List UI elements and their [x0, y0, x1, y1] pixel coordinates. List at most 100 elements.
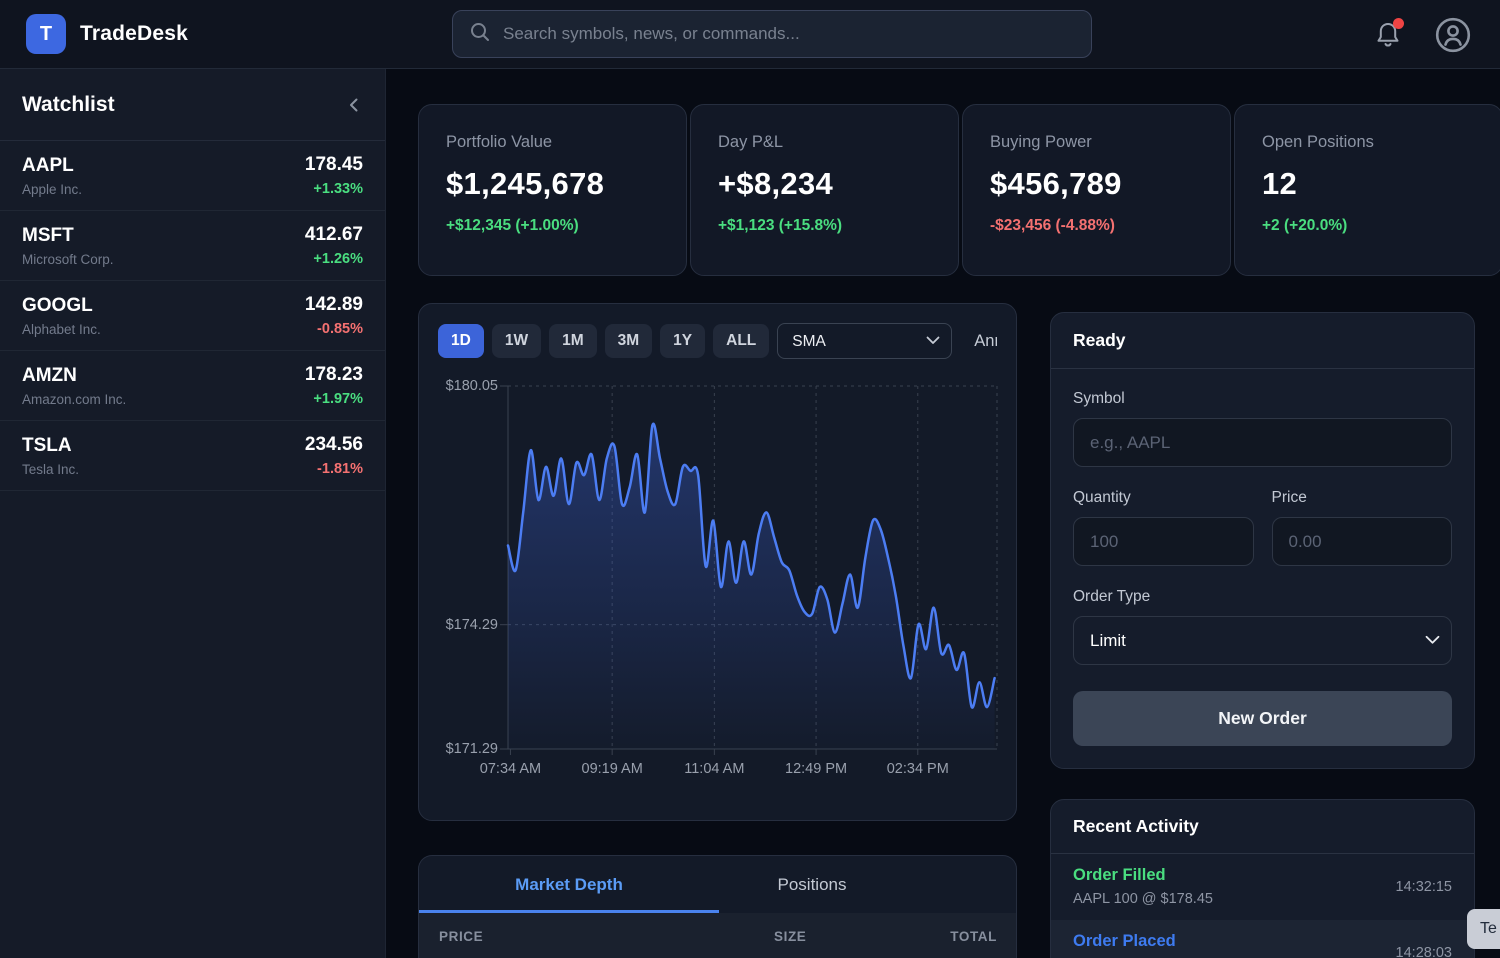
company-name: Apple Inc.: [22, 181, 83, 197]
brand: T TradeDesk: [0, 14, 188, 54]
stat-value: $456,789: [990, 166, 1122, 201]
timeframe-button-1w[interactable]: 1W: [491, 324, 542, 358]
symbol-label: Symbol: [1073, 390, 1125, 407]
activity-row[interactable]: Order Placed MSFT 50 @ $412.50 Limit 14:…: [1051, 920, 1474, 958]
ticker-change: +1.26%: [313, 251, 363, 267]
notification-badge: [1393, 17, 1404, 29]
company-name: Alphabet Inc.: [22, 321, 101, 337]
user-avatar-button[interactable]: [1434, 16, 1472, 54]
stat-label: Buying Power: [990, 133, 1092, 151]
activity-row[interactable]: Order Filled AAPL 100 @ $178.45 14:32:15: [1051, 854, 1474, 920]
stat-change: +$12,345 (+1.00%): [446, 217, 579, 234]
timeframe-button-all[interactable]: ALL: [713, 324, 770, 358]
stat-label: Day P&L: [718, 133, 784, 151]
ticker-symbol: AMZN: [22, 364, 77, 386]
ticker-price: 178.23: [304, 364, 363, 385]
stat-value: $1,245,678: [446, 166, 605, 201]
top-nav: T TradeDesk: [0, 0, 1500, 69]
order-panel: Ready Symbol Quantity Price: [1050, 312, 1475, 769]
stat-change: +2 (+20.0%): [1262, 217, 1348, 234]
order-type-select[interactable]: Limit: [1073, 616, 1452, 665]
edge-toast[interactable]: Te: [1467, 909, 1500, 949]
activity-time: 14:32:15: [1395, 878, 1452, 895]
stat-change: +$1,123 (+15.8%): [718, 217, 843, 234]
ticker-symbol: TSLA: [22, 434, 72, 456]
stat-card: Day P&L +$8,234 +$1,123 (+15.8%): [690, 104, 959, 276]
x-tick-label: 12:49 PM: [785, 761, 848, 777]
collapse-sidebar-button[interactable]: [345, 96, 363, 114]
activity-event: Order Placed: [1073, 932, 1176, 950]
ticker-change: +1.33%: [313, 181, 363, 197]
stats-row: Portfolio Value $1,245,678 +$12,345 (+1.…: [418, 104, 1500, 276]
chart-plot-region: $180.05 $174.29 $171.29 07:34 AM 09:19 AM 11…: [438, 378, 998, 788]
ticker-symbol: MSFT: [22, 224, 74, 246]
indicator-select-wrap: SMA: [777, 323, 953, 359]
ticker-change: -1.81%: [317, 461, 363, 477]
price-field[interactable]: [1271, 517, 1452, 566]
chart-area-fill: [508, 423, 995, 749]
y-axis-labels: $180.05 $174.29 $171.29: [438, 378, 508, 788]
price-label: Price: [1271, 489, 1307, 506]
activity-time: 14:28:03: [1395, 944, 1452, 958]
timeframe-button-1d[interactable]: 1D: [438, 324, 484, 358]
stat-value: 12: [1262, 166, 1298, 201]
ticker-symbol: AAPL: [22, 154, 74, 176]
company-name: Microsoft Corp.: [22, 251, 114, 267]
indicator-select[interactable]: SMA: [777, 323, 953, 359]
depth-table-header: PRICE SIZE TOTAL: [419, 913, 1016, 958]
ticker-symbol: GOOGL: [22, 294, 93, 316]
watchlist-row[interactable]: MSFT Microsoft Corp. 412.67 +1.26%: [0, 211, 385, 281]
quantity-label: Quantity: [1073, 489, 1131, 506]
tab-positions[interactable]: Positions: [777, 874, 847, 894]
recent-activity-title: Recent Activity: [1073, 816, 1199, 836]
stat-change: -$23,456 (-4.88%): [990, 217, 1115, 234]
chevron-left-icon: [350, 98, 358, 112]
y-tick-label: $180.05: [445, 378, 498, 394]
timeframe-button-3m[interactable]: 3M: [604, 324, 653, 358]
notifications-button[interactable]: [1374, 17, 1404, 50]
search-input[interactable]: [503, 24, 1075, 44]
search-icon: [469, 21, 491, 48]
app-title: TradeDesk: [80, 22, 189, 45]
activity-detail: AAPL 100 @ $178.45: [1073, 891, 1213, 907]
ticker-price: 234.56: [304, 434, 363, 455]
annotate-label[interactable]: Annotate: [974, 331, 997, 350]
order-status: Ready: [1073, 330, 1126, 350]
market-depth-card: Market Depth Positions PRICE SIZE TOTAL: [418, 855, 1017, 958]
quantity-field[interactable]: [1073, 517, 1254, 566]
chart-plot[interactable]: [500, 385, 998, 755]
column-size: SIZE: [774, 929, 807, 944]
watchlist-row[interactable]: AMZN Amazon.com Inc. 178.23 +1.97%: [0, 351, 385, 421]
stat-label: Open Positions: [1262, 133, 1374, 151]
bell-icon: [1377, 22, 1399, 46]
stat-card: Open Positions 12 +2 (+20.0%): [1234, 104, 1500, 276]
ticker-change: +1.97%: [313, 391, 363, 407]
ticker-price: 142.89: [304, 294, 363, 315]
company-name: Amazon.com Inc.: [22, 391, 127, 407]
x-tick-label: 07:34 AM: [479, 761, 542, 777]
ticker-price: 178.45: [304, 154, 363, 175]
new-order-button[interactable]: New Order: [1073, 691, 1452, 746]
bottom-tabs: Market Depth Positions: [419, 856, 1016, 913]
ticker-change: -0.85%: [317, 321, 363, 337]
stat-card: Portfolio Value $1,245,678 +$12,345 (+1.…: [418, 104, 687, 276]
watchlist-sidebar: Watchlist AAPL Apple Inc. 178.45 +1.33% …: [0, 69, 386, 958]
symbol-field[interactable]: [1073, 418, 1452, 467]
app-logo[interactable]: T: [26, 14, 66, 54]
tab-market-depth[interactable]: Market Depth: [419, 856, 719, 913]
column-price: PRICE: [439, 929, 484, 944]
timeframe-button-1y[interactable]: 1Y: [660, 324, 706, 358]
company-name: Tesla Inc.: [22, 461, 80, 477]
chart-price-line: [506, 422, 996, 709]
watchlist-row[interactable]: TSLA Tesla Inc. 234.56 -1.81%: [0, 421, 385, 491]
x-axis-labels: 07:34 AM 09:19 AM 11:04 AM 12:49 PM 02:34 PM: [480, 758, 997, 788]
x-tick-label: 09:19 AM: [581, 761, 643, 777]
timeframe-button-1m[interactable]: 1M: [549, 324, 597, 358]
recent-activity-panel: Recent Activity Order Filled AAPL 100 @ …: [1050, 799, 1475, 958]
global-search[interactable]: [452, 10, 1092, 58]
watchlist-row[interactable]: AAPL Apple Inc. 178.45 +1.33%: [0, 141, 385, 211]
watchlist-row[interactable]: GOOGL Alphabet Inc. 142.89 -0.85%: [0, 281, 385, 351]
activity-event: Order Filled: [1073, 866, 1166, 884]
order-type-label: Order Type: [1073, 588, 1151, 605]
